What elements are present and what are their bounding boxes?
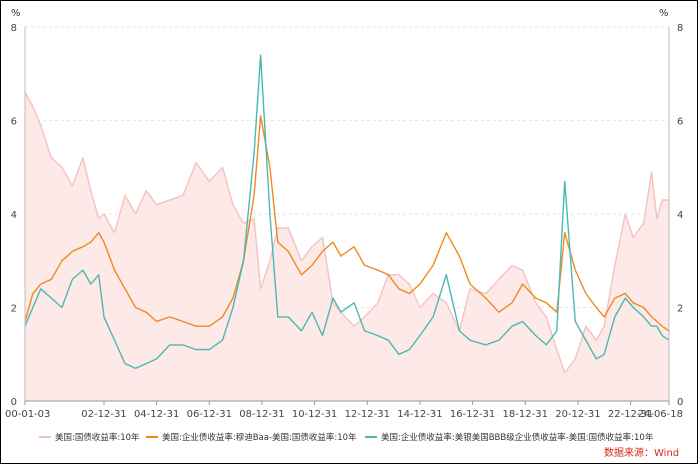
x-tick-label: 04-12-31 — [134, 409, 179, 420]
x-tick-label: 00-01-03 — [5, 409, 50, 420]
y-tick-label-left: 0 — [11, 397, 17, 408]
y-tick-label-right: 0 — [677, 397, 683, 408]
x-tick-label: 24-06-18 — [638, 409, 683, 420]
legend-label: 美国:企业债收益率:美银美国BBB级企业债收益率-美国:国债收益率:10年 — [381, 432, 654, 443]
y-unit-left: % — [11, 8, 21, 19]
x-tick-label: 10-12-31 — [292, 409, 337, 420]
legend: 美国:国债收益率:10年 美国:企业债收益率:穆迪Baa-美国:国债收益率:10年… — [39, 432, 654, 443]
y-unit-right: % — [659, 8, 669, 19]
x-tick-label: 18-12-31 — [503, 409, 548, 420]
x-ticks: 00-01-03 02-12-31 04-12-31 06-12-31 08-12-31… — [5, 401, 683, 420]
y-tick-label-left: 2 — [11, 304, 17, 315]
x-tick-label: 14-12-31 — [397, 409, 442, 420]
y-tick-label-right: 2 — [677, 304, 683, 315]
y-ticks-right: 0 2 4 6 8 — [677, 23, 683, 408]
series-line-baa-spread — [24, 115, 670, 332]
y-tick-label-right: 8 — [677, 23, 683, 34]
y-ticks-left: 0 2 4 6 8 — [11, 23, 17, 408]
x-tick-label: 02-12-31 — [81, 409, 126, 420]
x-tick-label: 20-12-31 — [555, 409, 600, 420]
y-tick-label-left: 8 — [11, 23, 17, 34]
legend-label: 美国:企业债收益率:穆迪Baa-美国:国债收益率:10年 — [162, 432, 357, 443]
series-lines — [24, 54, 670, 374]
x-tick-label: 16-12-31 — [450, 409, 495, 420]
series-line-bbb-spread — [24, 54, 670, 369]
x-tick-label: 08-12-31 — [239, 409, 284, 420]
grid — [25, 26, 669, 308]
source-note: 数据来源：Wind — [604, 446, 679, 459]
y-tick-label-left: 4 — [11, 210, 17, 221]
x-tick-label: 22-12-31 — [608, 409, 653, 420]
axes: % % — [11, 8, 670, 402]
x-tick-label: 06-12-31 — [187, 409, 232, 420]
y-tick-label-left: 6 — [11, 117, 17, 128]
legend-label: 美国:国债收益率:10年 — [55, 432, 140, 443]
y-tick-label-right: 6 — [677, 117, 683, 128]
series-area-treasury-10y — [25, 92, 669, 402]
x-tick-label: 12-12-31 — [345, 409, 390, 420]
y-tick-label-right: 4 — [677, 210, 683, 221]
area-layer — [25, 92, 669, 402]
